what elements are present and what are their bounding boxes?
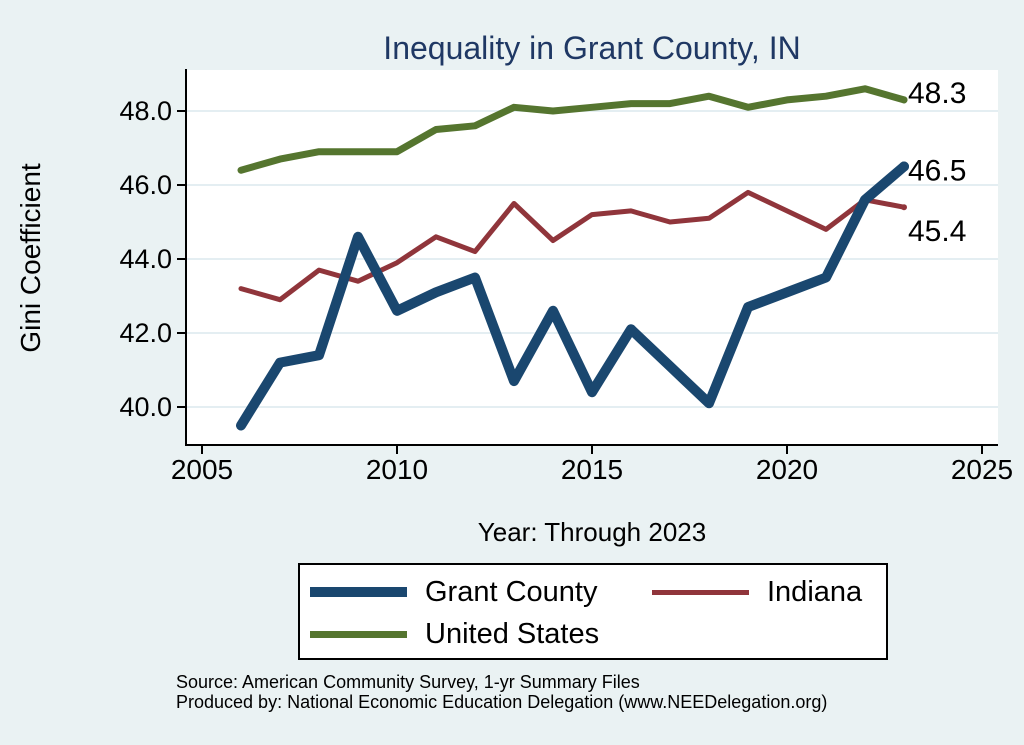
legend-item-indiana: Indiana — [652, 575, 862, 609]
legend: Grant County Indiana United States — [298, 563, 888, 660]
source-line: Source: American Community Survey, 1-yr … — [176, 672, 640, 692]
united-states-line — [237, 85, 908, 174]
legend-label-grant-county: Grant County — [425, 575, 598, 608]
x-tick-label: 2015 — [561, 454, 623, 485]
grant-county-line — [236, 161, 909, 431]
source-notes: Source: American Community Survey, 1-yr … — [176, 672, 827, 712]
indiana-line — [238, 189, 907, 303]
chart-title: Inequality in Grant County, IN — [383, 30, 801, 66]
x-tick-label: 2005 — [171, 454, 233, 485]
y-axis-title: Gini Coefficient — [15, 163, 46, 353]
united-states-end-label: 48.3 — [908, 77, 966, 110]
legend-label-united-states: United States — [425, 617, 600, 650]
x-tick-label: 2025 — [951, 454, 1013, 485]
grant-county-endpoint-marker — [899, 161, 909, 172]
produced-by-line: Produced by: National Economic Education… — [176, 692, 828, 712]
indiana-end-label: 45.4 — [908, 215, 966, 248]
y-tick-label: 40.0 — [119, 392, 172, 422]
indiana-endpoint-marker — [901, 204, 907, 211]
y-tick-label: 46.0 — [119, 170, 172, 200]
legend-swatch-grant-county — [310, 587, 407, 597]
legend-item-grant-county: Grant County — [310, 575, 597, 609]
legend-swatch-united-states — [310, 630, 407, 638]
legend-label-indiana: Indiana — [767, 575, 863, 608]
legend-swatch-indiana — [652, 589, 749, 595]
united-states-endpoint-marker — [900, 96, 908, 104]
y-tick-label: 48.0 — [119, 96, 172, 126]
y-tick-label: 42.0 — [119, 318, 172, 348]
x-tick-label: 2010 — [366, 454, 428, 485]
grant-county-end-label: 46.5 — [908, 155, 966, 188]
legend-item-united-states: United States — [310, 617, 599, 651]
x-tick-label: 2020 — [756, 454, 818, 485]
chart-canvas: 40.0 42.0 44.0 46.0 48.0 2005 2010 2015 2020 2025… — [15, 69, 1013, 547]
y-tick-label: 44.0 — [119, 244, 172, 274]
x-axis-title: Year: Through 2023 — [478, 517, 706, 547]
